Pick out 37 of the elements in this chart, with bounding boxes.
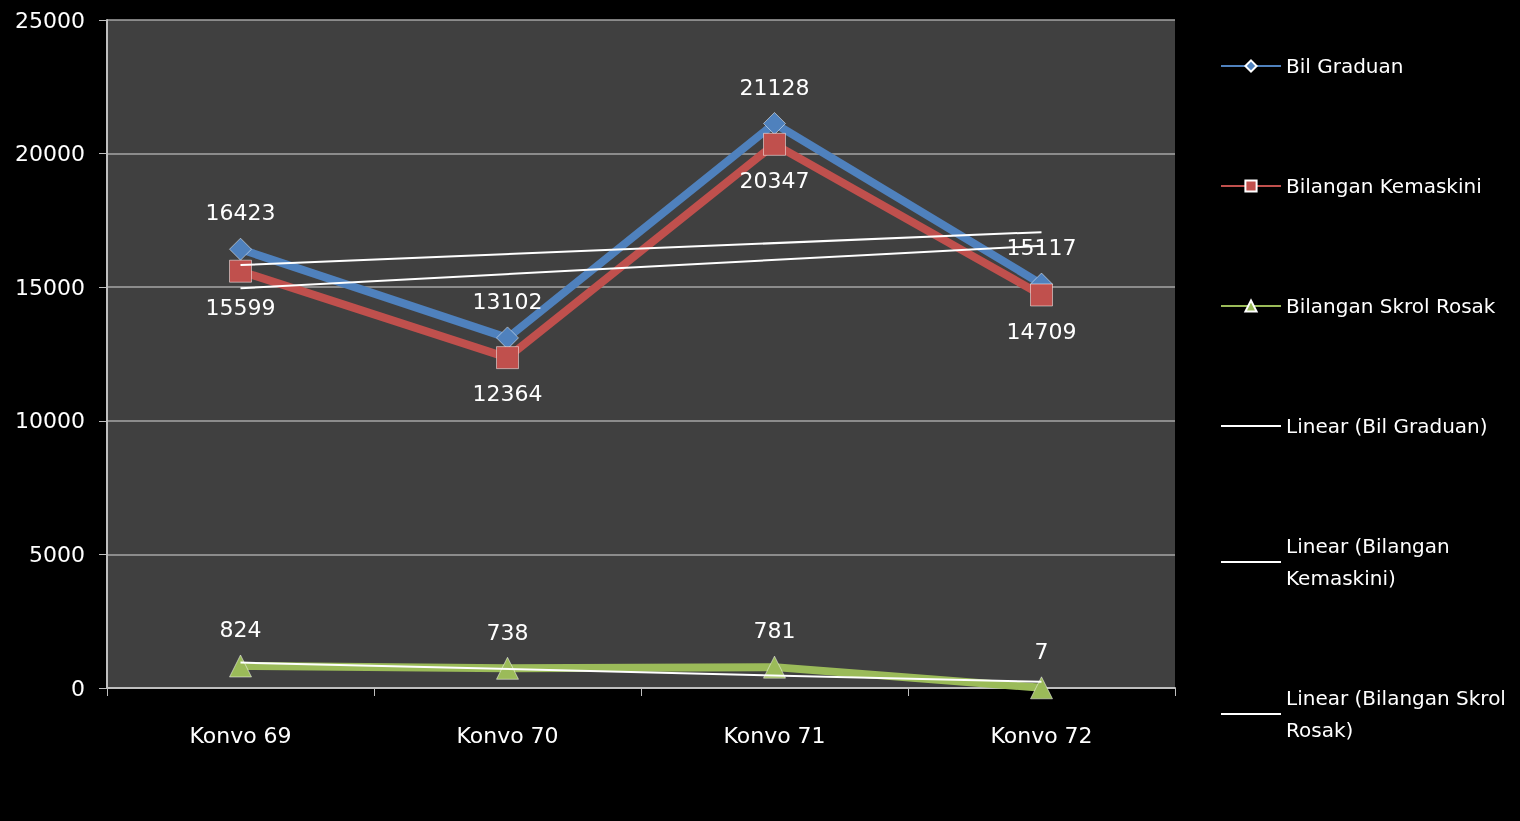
point xyxy=(763,112,786,135)
y-tick-label: 20000 xyxy=(15,141,85,167)
point xyxy=(496,657,519,680)
x-tick-label: Konvo 69 xyxy=(189,722,292,748)
point xyxy=(229,237,252,261)
data-label: 781 xyxy=(753,618,796,644)
x-tick-label: Konvo 72 xyxy=(990,722,1093,748)
data-label: 14709 xyxy=(1006,318,1077,344)
y-tick-label: 15000 xyxy=(15,274,85,300)
legend-label: Bil Graduan xyxy=(1286,54,1404,78)
data-label: 15599 xyxy=(205,294,276,320)
point xyxy=(1030,283,1053,307)
y-tick-label: 10000 xyxy=(15,408,85,434)
data-label: 824 xyxy=(219,617,262,643)
point xyxy=(1030,676,1053,700)
point xyxy=(763,133,786,156)
data-label: 15117 xyxy=(1006,235,1077,261)
data-label: 21128 xyxy=(739,74,810,100)
data-label: 12364 xyxy=(472,381,543,407)
legend-label: Bilangan Skrol Rosak xyxy=(1286,294,1496,318)
legend-label: Bilangan Kemaskini xyxy=(1286,174,1482,198)
data-label: 20347 xyxy=(739,168,810,194)
point xyxy=(496,346,519,369)
legend-label: Linear (Bil Graduan) xyxy=(1286,414,1488,438)
x-tick-label: Konvo 70 xyxy=(456,722,559,748)
point xyxy=(229,654,252,678)
point xyxy=(229,259,252,283)
legend-label: Linear (Bilangan Skrol Rosak) xyxy=(1286,686,1513,742)
y-tick-label: 0 xyxy=(71,675,85,701)
data-label: 16423 xyxy=(205,200,276,226)
legend-label: Linear (Bilangan Kemaskini) xyxy=(1286,534,1457,590)
y-tick-label: 5000 xyxy=(29,541,85,567)
x-tick-label: Konvo 71 xyxy=(723,722,826,748)
y-tick-label: 25000 xyxy=(15,7,85,33)
data-label: 13102 xyxy=(472,289,543,315)
data-label: 738 xyxy=(486,619,529,645)
data-label: 7 xyxy=(1034,639,1049,665)
